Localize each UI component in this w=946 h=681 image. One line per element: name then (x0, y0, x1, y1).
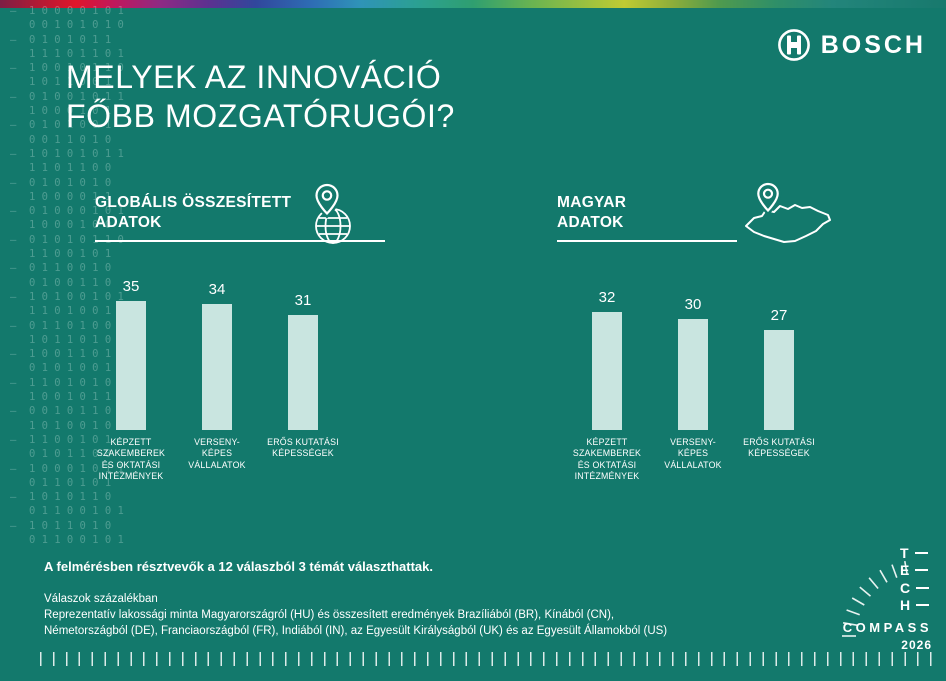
bar-category-label: KÉPZETT SZAKEMBEREK ÉS OKTATÁSI INTÉZMÉN… (96, 437, 166, 482)
bar-category-label: ERŐS KUTATÁSI KÉPESSÉGEK (267, 437, 339, 459)
bosch-wordmark: BOSCH (820, 30, 926, 59)
compass-year: 2026 (901, 638, 932, 652)
bar-group: 27 ERŐS KUTATÁSI KÉPESSÉGEK (736, 252, 822, 483)
tech-dash (915, 569, 929, 572)
bar-group: 31 ERŐS KUTATÁSI KÉPESSÉGEK (260, 252, 346, 483)
magyar-bar-chart: 32 KÉPZETT SZAKEMBEREK ÉS OKTATÁSI INTÉZM… (564, 252, 822, 483)
pin-globe-icon (312, 182, 351, 244)
bar (116, 300, 146, 430)
pin-hungary-map-icon (745, 182, 831, 243)
global-bar-chart: 35 KÉPZETT SZAKEMBEREK ÉS OKTATÁSI INTÉZM… (88, 252, 346, 483)
magyar-section-header: MAGYAR ADATOK (557, 193, 626, 234)
bar-group: 32 KÉPZETT SZAKEMBEREK ÉS OKTATÁSI INTÉZM… (564, 252, 650, 483)
tech-letter-h: H (900, 597, 911, 614)
bar-value: 30 (684, 296, 702, 313)
bar-category-label: VERSENY- KÉPES VÁLLALATOK (188, 437, 246, 470)
bar (678, 319, 708, 430)
bar (592, 311, 622, 430)
bar-category-label: ERŐS KUTATÁSI KÉPESSÉGEK (743, 437, 815, 459)
bar-category-label: KÉPZETT SZAKEMBEREK ÉS OKTATÁSI INTÉZMÉN… (572, 437, 642, 482)
bar-value: 31 (294, 292, 312, 310)
bosch-symbol-icon (777, 29, 810, 61)
tech-compass-logo: T E C H COMPASS 2026 (838, 544, 932, 656)
tech-dash (916, 604, 930, 607)
bar-value: 32 (598, 288, 616, 306)
tech-dash (916, 586, 930, 589)
tech-letter-e: E (900, 562, 910, 579)
magyar-header-line-1: MAGYAR (557, 194, 627, 211)
tech-letter-t: T (900, 544, 909, 561)
bar-group: 34 VERSENY- KÉPES VÁLLALATOK (174, 252, 260, 483)
bar-value: 34 (208, 281, 226, 299)
survey-note-small: Válaszok százalékban Reprezentatív lakos… (44, 593, 668, 638)
compass-word: COMPASS (842, 620, 932, 635)
global-header-rule (95, 240, 385, 242)
global-header-line-1: GLOBÁLIS ÖSSZESÍTETT (95, 194, 292, 211)
tech-letters: T E C H (900, 544, 930, 614)
tech-dash (914, 551, 928, 554)
bar (288, 315, 318, 430)
rainbow-strip (0, 0, 946, 8)
page-title: MELYEK AZ INNOVÁCIÓ FŐBB MOZGATÓRUGÓI? (66, 58, 455, 136)
bar (764, 330, 794, 430)
bar-value: 27 (770, 307, 788, 325)
binary-background: – 1 0 0 0 0 1 0 1 0 0 1 0 1 0 1 0– 0 1 0… (10, 5, 124, 546)
bar-value: 35 (122, 277, 140, 295)
gauge-ticks-icon (842, 560, 908, 637)
title-line-2: FŐBB MOZGATÓRUGÓI? (66, 98, 455, 134)
bar-category-label: VERSENY- KÉPES VÁLLALATOK (664, 437, 722, 470)
global-section-header: GLOBÁLIS ÖSSZESÍTETT ADATOK (95, 193, 291, 234)
global-header-line-2: ADATOK (95, 214, 162, 232)
tech-letter-c: C (900, 579, 911, 596)
magyar-header-rule (557, 240, 737, 242)
bar-group: 30 VERSENY- KÉPES VÁLLALATOK (650, 252, 736, 483)
survey-note-bold: A felmérésben résztvevők a 12 válaszból … (44, 559, 433, 574)
bosch-logo: BOSCH (776, 27, 926, 63)
title-line-1: MELYEK AZ INNOVÁCIÓ (66, 59, 442, 95)
magyar-header-line-2: ADATOK (557, 214, 624, 232)
bottom-tick-ruler (40, 652, 934, 666)
bar (202, 304, 232, 430)
bar-group: 35 KÉPZETT SZAKEMBEREK ÉS OKTATÁSI INTÉZM… (88, 252, 174, 483)
